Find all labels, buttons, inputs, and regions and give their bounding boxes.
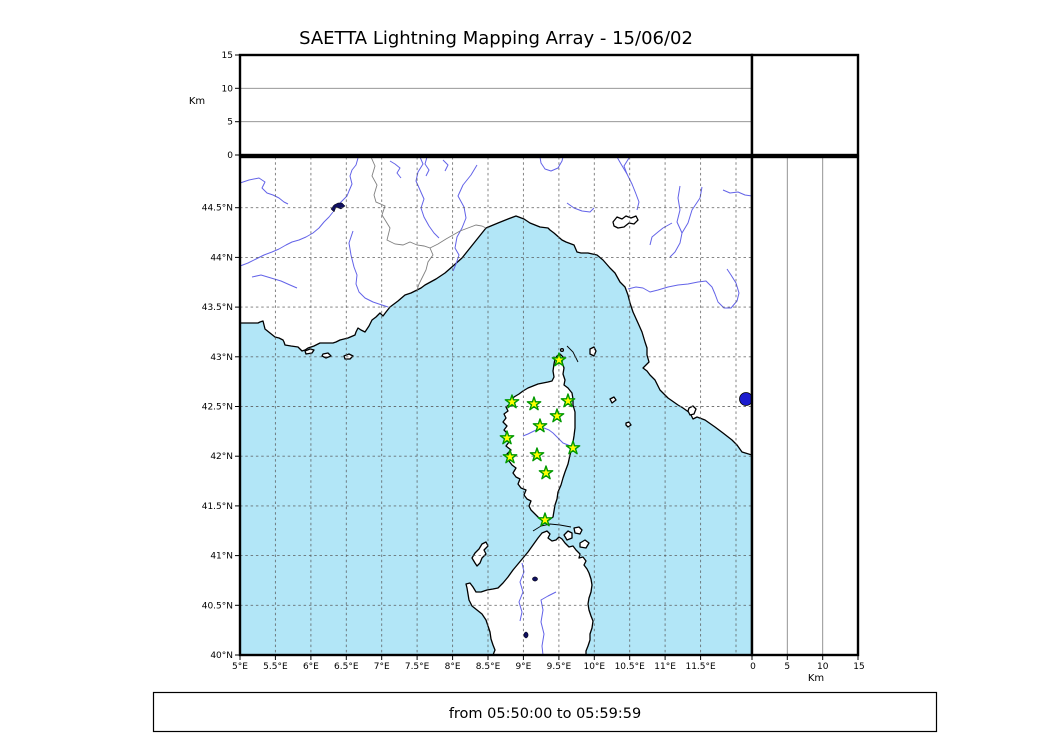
alt-top-tick-0: 0 <box>227 151 233 161</box>
svg-text:5°E: 5°E <box>232 662 248 672</box>
lma-station-marker <box>537 512 553 527</box>
alt-top-tick-10: 10 <box>222 84 234 94</box>
lma-station-marker <box>565 440 581 455</box>
time-window-box: from 05:50:00 to 05:59:59 <box>152 691 938 733</box>
alt-top-axis-label: Km <box>189 96 205 107</box>
svg-text:42°N: 42°N <box>210 452 233 462</box>
alt-right-tick-15: 15 <box>853 662 864 672</box>
lma-station-marker <box>532 418 548 433</box>
svg-text:6.5°E: 6.5°E <box>334 662 359 672</box>
svg-text:6°E: 6°E <box>303 662 319 672</box>
lake-serre-poncon <box>330 202 346 213</box>
svg-text:8.5°E: 8.5°E <box>476 662 501 672</box>
svg-text:40.5°N: 40.5°N <box>202 601 233 611</box>
lma-station-marker <box>560 393 576 408</box>
time-window-text: from 05:50:00 to 05:59:59 <box>449 706 641 722</box>
svg-text:43°N: 43°N <box>210 353 233 363</box>
altitude-right-panel: 0 5 10 15 Km <box>750 155 865 684</box>
map-panel: 44.5°N 44°N 43.5°N 43°N 42.5°N 42°N 41.5… <box>202 155 754 672</box>
sardinia-coast <box>465 530 594 655</box>
svg-text:5.5°E: 5.5°E <box>263 662 288 672</box>
alt-right-tick-10: 10 <box>817 662 829 672</box>
alt-top-tick-5: 5 <box>227 118 233 128</box>
alt-top-tick-15: 15 <box>222 51 233 61</box>
altitude-top-ticks <box>235 54 240 156</box>
altitude-right-ticks <box>751 655 859 660</box>
svg-text:42.5°N: 42.5°N <box>202 403 233 413</box>
lma-station-marker <box>551 352 567 367</box>
svg-text:40°N: 40°N <box>210 651 233 661</box>
country-borders <box>370 157 487 291</box>
svg-text:44°N: 44°N <box>210 253 233 263</box>
svg-text:43.5°N: 43.5°N <box>202 303 233 313</box>
lma-station-marker <box>549 408 565 423</box>
figure-title: SAETTA Lightning Mapping Array - 15/06/0… <box>299 28 693 49</box>
svg-text:41°N: 41°N <box>210 552 233 562</box>
svg-text:10.5°E: 10.5°E <box>615 662 646 672</box>
svg-text:44.5°N: 44.5°N <box>202 204 233 214</box>
svg-text:9°E: 9°E <box>515 662 531 672</box>
corsica-coast <box>502 353 576 521</box>
corner-panel <box>750 53 860 157</box>
alt-right-tick-5: 5 <box>784 662 790 672</box>
altitude-top-panel: 15 10 5 0 Km <box>189 51 754 161</box>
lakes <box>330 202 752 639</box>
lma-station-marker <box>538 465 554 480</box>
alt-right-tick-0: 0 <box>750 662 756 672</box>
svg-text:11°E: 11°E <box>654 662 676 672</box>
lma-station-marker <box>499 430 515 445</box>
map-ticks <box>235 207 702 660</box>
svg-text:11.5°E: 11.5°E <box>685 662 716 672</box>
mainland-coast <box>240 157 752 456</box>
sardinia-pond-south <box>523 631 529 639</box>
svg-text:10°E: 10°E <box>583 662 605 672</box>
graticule <box>240 157 752 655</box>
svg-text:9.5°E: 9.5°E <box>547 662 572 672</box>
lake-bolsena <box>739 392 752 406</box>
lma-station-marker <box>504 394 520 409</box>
svg-text:41.5°N: 41.5°N <box>202 502 233 512</box>
svg-text:7°E: 7°E <box>374 662 390 672</box>
svg-text:7.5°E: 7.5°E <box>405 662 430 672</box>
coastal-feature-lines <box>532 345 579 532</box>
lma-stations <box>499 352 581 527</box>
alt-right-axis-label: Km <box>808 673 824 684</box>
latitude-labels: 44.5°N 44°N 43.5°N 43°N 42.5°N 42°N 41.5… <box>202 204 233 661</box>
longitude-labels: 5°E 5.5°E 6°E 6.5°E 7°E 7.5°E 8°E 8.5°E … <box>232 662 716 672</box>
svg-text:8°E: 8°E <box>445 662 461 672</box>
lma-station-marker <box>502 449 518 464</box>
lma-station-marker <box>526 396 542 411</box>
lma-station-marker <box>529 447 545 462</box>
sardinia-pond-north <box>532 576 538 582</box>
